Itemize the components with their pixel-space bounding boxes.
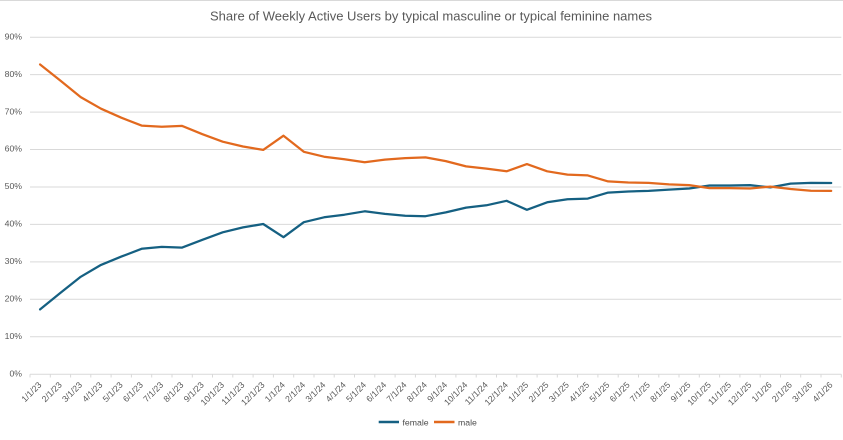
svg-text:60%: 60% (5, 144, 23, 154)
svg-text:7/1/25: 7/1/25 (628, 380, 652, 404)
svg-text:6/1/24: 6/1/24 (364, 380, 388, 404)
svg-text:2/1/25: 2/1/25 (526, 380, 550, 404)
svg-text:6/1/23: 6/1/23 (121, 380, 145, 404)
svg-text:0%: 0% (9, 368, 22, 378)
svg-text:1/1/25: 1/1/25 (506, 380, 530, 404)
svg-text:3/1/23: 3/1/23 (60, 380, 84, 404)
svg-text:90%: 90% (5, 31, 23, 41)
svg-text:40%: 40% (5, 219, 23, 229)
svg-text:8/1/23: 8/1/23 (161, 380, 185, 404)
svg-text:4/1/24: 4/1/24 (324, 380, 348, 404)
svg-text:3/1/25: 3/1/25 (547, 380, 571, 404)
svg-text:10%: 10% (5, 331, 23, 341)
svg-text:2/1/26: 2/1/26 (770, 380, 794, 404)
svg-text:20%: 20% (5, 294, 23, 304)
svg-text:3/1/26: 3/1/26 (790, 380, 814, 404)
svg-text:5/1/23: 5/1/23 (101, 380, 125, 404)
svg-text:female: female (403, 418, 429, 428)
svg-text:Share of Weekly Active Users b: Share of Weekly Active Users by typical … (210, 9, 652, 24)
svg-text:4/1/26: 4/1/26 (810, 380, 834, 404)
svg-text:1/1/26: 1/1/26 (750, 380, 774, 404)
svg-text:8/1/25: 8/1/25 (648, 380, 672, 404)
svg-text:7/1/23: 7/1/23 (141, 380, 165, 404)
svg-text:80%: 80% (5, 69, 23, 79)
svg-text:4/1/23: 4/1/23 (80, 380, 104, 404)
svg-text:2/1/23: 2/1/23 (40, 380, 64, 404)
svg-text:5/1/24: 5/1/24 (344, 380, 368, 404)
svg-text:2/1/24: 2/1/24 (283, 380, 307, 404)
svg-text:1/1/23: 1/1/23 (19, 380, 43, 404)
svg-text:70%: 70% (5, 106, 23, 116)
svg-text:8/1/24: 8/1/24 (405, 380, 429, 404)
svg-text:7/1/24: 7/1/24 (384, 380, 408, 404)
svg-text:6/1/25: 6/1/25 (608, 380, 632, 404)
svg-text:male: male (458, 418, 477, 428)
svg-text:5/1/25: 5/1/25 (587, 380, 611, 404)
svg-text:1/1/24: 1/1/24 (263, 380, 287, 404)
svg-text:30%: 30% (5, 256, 23, 266)
svg-text:50%: 50% (5, 181, 23, 191)
svg-text:4/1/25: 4/1/25 (567, 380, 591, 404)
svg-text:3/1/24: 3/1/24 (303, 380, 327, 404)
